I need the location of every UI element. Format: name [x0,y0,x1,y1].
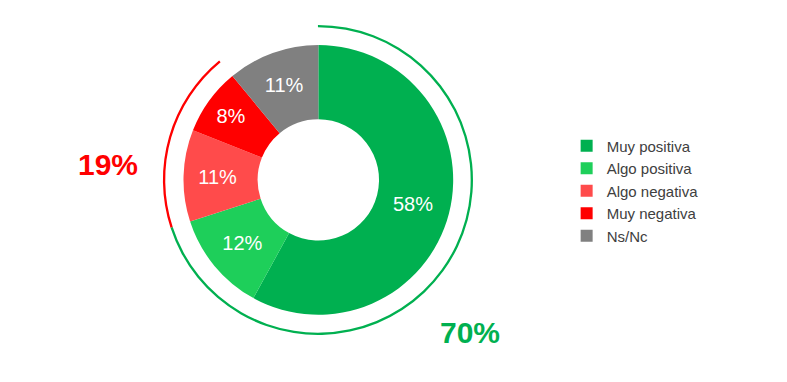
svg-text:8%: 8% [216,105,245,127]
svg-text:11%: 11% [265,74,304,96]
svg-text:12%: 12% [222,232,262,254]
svg-text:58%: 58% [393,193,433,215]
svg-text:Algo negativa: Algo negativa [607,183,699,200]
svg-text:19%: 19% [78,148,138,181]
svg-text:Ns/Nc: Ns/Nc [607,228,648,245]
svg-text:70%: 70% [440,316,500,349]
svg-text:Muy positiva: Muy positiva [607,138,691,155]
svg-text:Muy negativa: Muy negativa [607,205,697,222]
svg-text:Algo positiva: Algo positiva [607,160,693,177]
svg-text:11%: 11% [198,166,237,188]
